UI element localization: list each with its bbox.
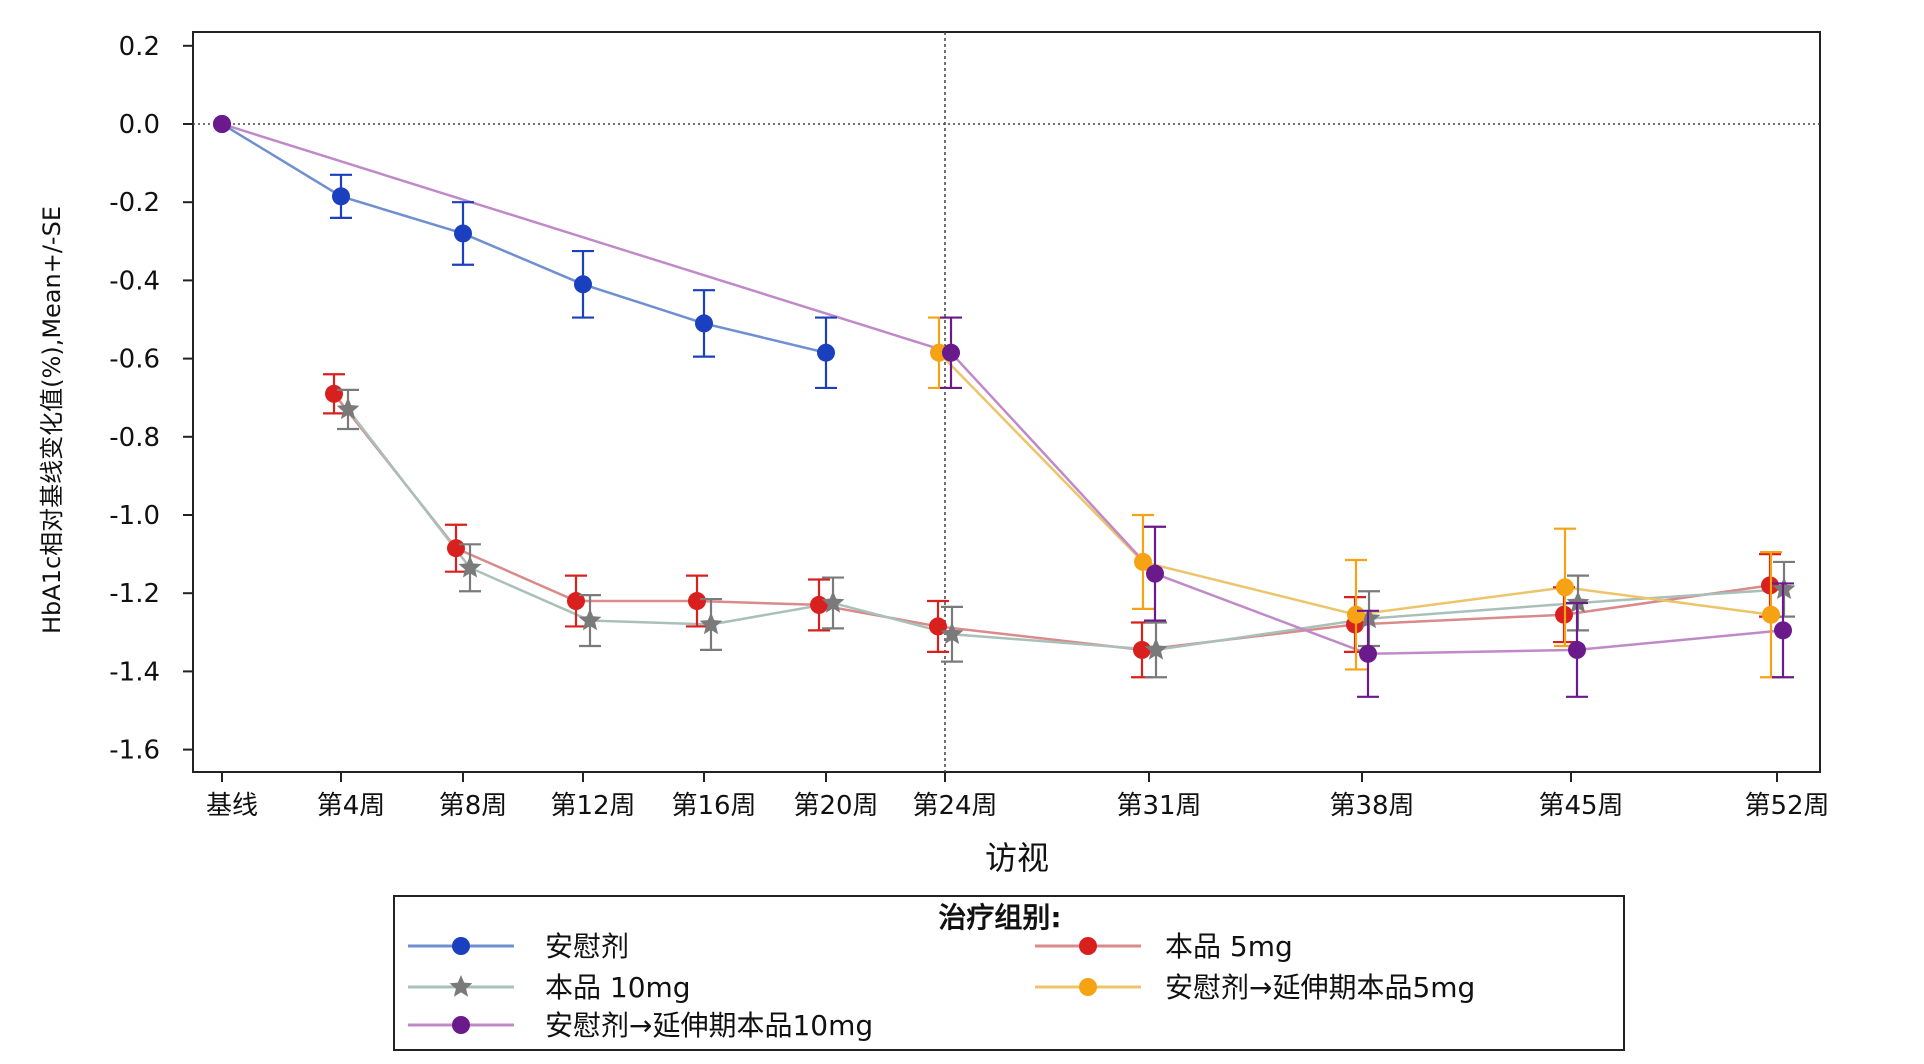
data-point [213,115,231,133]
x-tick-label: 第8周 [439,791,508,821]
data-point [1134,552,1152,571]
legend-label: 本品 10mg [545,971,691,1004]
series-layer [213,115,1796,698]
data-point [1146,564,1164,583]
series-marks [323,373,1781,679]
data-point [447,539,465,558]
series-line-group [333,393,1771,652]
data-point [695,314,713,333]
x-tick-label: 第52周 [1744,791,1829,821]
series-marks [928,316,1782,679]
legend-label: 安慰剂→延伸期本品10mg [545,1009,873,1042]
x-tick-label: 第12周 [550,791,635,821]
data-point-star [699,612,723,635]
x-tick-label: 基线 [206,791,258,821]
legend-label: 安慰剂→延伸期本品5mg [1165,971,1475,1004]
data-point [1568,640,1586,659]
legend-item: 本品 5mg [1035,930,1293,963]
x-tick-label: 第31周 [1116,791,1201,821]
y-tick-label: -1.0 [109,501,160,531]
data-point-star [1144,637,1168,660]
data-point-star [940,622,964,644]
data-point [1556,578,1574,597]
data-point [1133,640,1151,659]
data-point-star [578,608,602,631]
data-point [1762,605,1780,624]
x-tick-label: 第4周 [317,791,386,821]
legend-item: 本品 10mg [408,971,691,1004]
data-point [454,224,472,243]
data-point [1347,605,1365,624]
x-tick-label: 第24周 [912,791,997,821]
x-axis: 基线 第4周 第8周 第12周 第16周 第20周 第24周 第31周 第38周 第45周 第52周 [206,772,1830,821]
x-tick-label: 第20周 [793,791,878,821]
series-line [221,122,1784,656]
y-tick-label: -1.4 [109,657,160,687]
data-point-star [336,397,360,420]
series-line [221,122,827,354]
y-tick-label: -0.8 [109,423,160,453]
data-point [1079,978,1097,996]
x-axis-title: 访视 [985,839,1049,877]
legend-label: 安慰剂 [545,930,629,963]
plot-frame [192,31,1821,773]
y-tick-label: -0.6 [109,345,160,375]
legend-item: 安慰剂→延伸期本品5mg [1035,971,1475,1004]
data-point [452,1016,470,1034]
data-point [452,937,470,955]
y-tick-label: 0.0 [119,110,160,140]
data-point-star [458,555,482,578]
data-point [688,592,706,611]
legend-label: 本品 5mg [1165,930,1293,963]
series-line-group [221,122,827,354]
data-point [1774,621,1792,640]
data-point-star [1566,591,1590,613]
data-point [332,187,350,206]
y-axis-title: HbA1c相对基线变化值(%),Mean+/-SE [38,206,66,634]
x-tick-label: 第45周 [1538,791,1623,821]
y-tick-label: -0.2 [109,188,160,218]
data-point [1359,644,1377,663]
data-point-star [449,975,473,997]
data-point [942,343,960,362]
y-tick-label: -1.2 [109,579,160,609]
y-tick-label: -0.4 [109,266,160,296]
y-axis: 0.2 0.0 -0.2 -0.4 -0.6 -0.8 -1.0 -1.2 -1.4 -1.6 [109,32,193,766]
x-tick-label: 第38周 [1329,791,1414,821]
series-line-group [347,408,1785,652]
series-marks [213,115,837,390]
data-point [325,384,343,403]
series-line [333,393,1771,652]
series-marks [213,115,1794,698]
series-line [347,408,1785,652]
y-tick-label: -1.6 [109,736,160,766]
data-point [1079,937,1097,955]
legend-box [393,895,1625,1051]
series-line-group [221,122,1784,656]
legend-title: 治疗组别: [938,901,1061,934]
data-point [567,592,585,611]
data-point-star [821,591,845,613]
y-tick-label: 0.2 [119,32,160,62]
legend-item: 安慰剂→延伸期本品10mg [408,1009,873,1042]
data-point [574,275,592,294]
data-point [817,343,835,362]
x-tick-label: 第16周 [671,791,756,821]
data-point [810,595,828,614]
legend-item: 安慰剂 [408,930,629,963]
